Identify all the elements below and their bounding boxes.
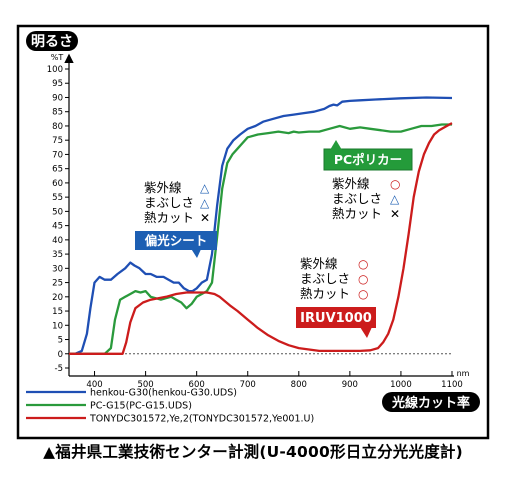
callout-polarized-mark-uv: △: [200, 181, 210, 195]
y-tick-label: 65: [52, 165, 63, 175]
y-tick-label: 20: [52, 293, 63, 303]
y-tick-label: 30: [52, 264, 63, 274]
x-tick-label: 800: [291, 380, 307, 390]
callout-iruv-label: IRUV1000: [300, 311, 372, 326]
callout-polarized: 紫外線 △ まぶしさ △ 熱カット ✕ 偏光シート: [135, 180, 217, 258]
callout-iruv-prop-glare: まぶしさ: [300, 271, 350, 286]
x-axis-label: 光線カット率: [391, 395, 470, 411]
x-tick-label: 400: [86, 380, 102, 390]
x-tick-label: 500: [137, 380, 153, 390]
legend-label-2: TONYDC301572,Ye,2(TONYDC301572,Ye001.U): [89, 414, 314, 425]
callout-polarized-prop-heat: 熱カット: [144, 210, 194, 225]
callout-polarized-prop-glare: まぶしさ: [144, 195, 194, 210]
y-tick-label: 75: [52, 136, 63, 146]
callout-iruv-mark-heat: ○: [358, 287, 368, 301]
y-tick-label: 0: [58, 350, 63, 360]
y-axis-label: 明るさ: [31, 34, 73, 50]
callout-iruv-mark-uv: ○: [358, 257, 368, 271]
y-tick-label: 25: [52, 279, 63, 289]
callout-pc-prop-glare: まぶしさ: [332, 191, 382, 206]
callout-iruv-prop-heat: 熱カット: [300, 286, 350, 301]
callout-pc: PCポリカー 紫外線 ○ まぶしさ △ 熱カット ✕: [323, 140, 413, 221]
series-line-2: [69, 122, 453, 355]
y-tick-label: 40: [52, 236, 63, 246]
y-tick-label: 50: [52, 207, 63, 217]
series-line-0: [69, 96, 453, 355]
transmittance-chart: 明るさ %T 光線カット率 nm -5 0 5 10 15 20 25 30 35 40 45 50 5…: [16, 24, 490, 440]
y-tick-label: 45: [52, 222, 63, 232]
callout-iruv-box: [296, 307, 376, 328]
y-tick-label: 35: [52, 250, 63, 260]
callout-polarized-mark-heat: ✕: [200, 211, 210, 225]
chart-frame: [16, 24, 490, 440]
callout-iruv-pointer: [360, 327, 372, 338]
callout-polarized-box: [135, 231, 217, 250]
y-tick-label: 15: [52, 307, 63, 317]
callout-iruv-prop-uv: 紫外線: [300, 256, 338, 271]
y-tick-label: -5: [55, 364, 63, 374]
callout-pc-mark-glare: △: [390, 192, 400, 206]
callout-polarized-mark-glare: △: [200, 196, 210, 210]
callout-iruv: 紫外線 ○ まぶしさ ○ 熱カット ○ IRUV1000: [296, 256, 376, 338]
legend-label-1: PC-G15(PC-G15.UDS): [90, 401, 192, 412]
callout-pc-box: [323, 148, 413, 171]
y-tick-label: 70: [52, 150, 63, 160]
callout-pc-prop-uv: 紫外線: [332, 176, 370, 191]
callout-polarized-prop-uv: 紫外線: [144, 180, 182, 195]
y-tick-label: 95: [52, 79, 63, 89]
y-axis-unit: %T: [51, 53, 64, 62]
callout-polarized-label: 偏光シート: [145, 233, 208, 248]
callout-pc-pointer: [330, 140, 342, 150]
y-axis-header: 明るさ %T: [26, 31, 78, 62]
x-axis-header: 光線カット率 nm: [382, 369, 480, 412]
x-tick-label: 900: [342, 380, 358, 390]
measurement-caption: ▲福井県工業技術センター計測(U-4000形日立分光光度計): [43, 443, 463, 461]
y-tick-label: 85: [52, 108, 63, 118]
axes: -5 0 5 10 15 20 25 30 35 40 45 50 55 60 65 70 75 80 85 90 95…: [47, 53, 463, 390]
y-tick-label: 55: [52, 193, 63, 203]
callout-pc-mark-uv: ○: [390, 177, 400, 191]
callout-pc-label: PCポリカー: [334, 152, 402, 167]
y-tick-label: 60: [52, 179, 63, 189]
series-line-1: [69, 123, 452, 355]
x-tick-label: 1000: [390, 380, 412, 390]
x-tick-label: 600: [189, 380, 205, 390]
legend: henkou-G30(henkou-G30.UDS) PC-G15(PC-G15.…: [26, 388, 314, 425]
callout-pc-prop-heat: 熱カット: [332, 206, 382, 221]
y-tick-label: 80: [52, 122, 63, 132]
x-tick-label: 700: [240, 380, 256, 390]
y-tick-label: 100: [47, 65, 63, 75]
y-tick-label: 5: [58, 336, 63, 346]
series-layer: [69, 96, 453, 355]
y-tick-label: 10: [52, 321, 63, 331]
x-tick-label: 1100: [441, 380, 463, 390]
x-axis-unit: nm: [457, 369, 470, 378]
legend-label-0: henkou-G30(henkou-G30.UDS): [90, 388, 237, 399]
y-tick-label: 90: [52, 93, 63, 103]
callout-iruv-mark-glare: ○: [358, 272, 368, 286]
callout-pc-mark-heat: ✕: [390, 207, 400, 221]
